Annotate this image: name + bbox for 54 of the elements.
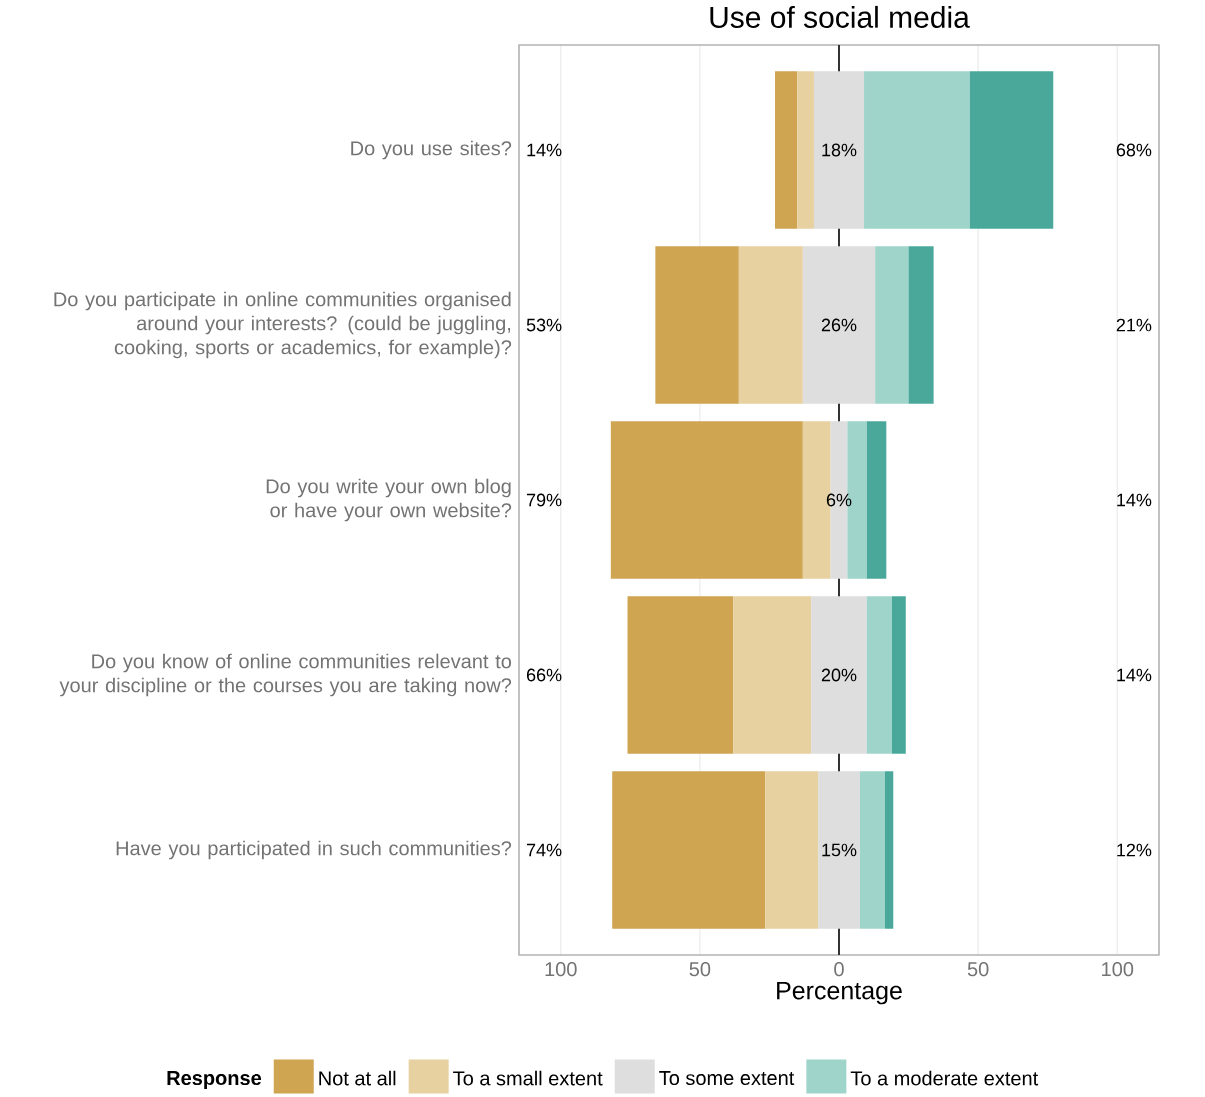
chart-title: Use of social media bbox=[710, 5, 970, 28]
legend-label: To some extent bbox=[659, 1071, 795, 1086]
bar bbox=[884, 771, 894, 929]
annotation: 12% bbox=[1117, 843, 1152, 857]
bar bbox=[875, 246, 909, 404]
annotation: 21% bbox=[1116, 318, 1152, 332]
bar bbox=[813, 71, 865, 229]
bar bbox=[908, 246, 934, 404]
x-tick-label: 100 bbox=[545, 962, 577, 977]
annotation: 14% bbox=[1117, 668, 1152, 682]
x-tick-label: 50 bbox=[689, 962, 711, 977]
y-tick-label: Do you use sites? bbox=[351, 140, 512, 160]
bar bbox=[775, 71, 798, 229]
bar bbox=[733, 596, 812, 754]
annotation: 74% bbox=[526, 843, 562, 857]
bar bbox=[866, 596, 892, 754]
bar bbox=[802, 246, 876, 404]
bar bbox=[864, 71, 970, 229]
bar bbox=[859, 771, 885, 929]
annotation: 66% bbox=[526, 668, 562, 682]
y-tick-label: Do you participate in online communities organised around your interests? (could be juggling, cooking, sports or academics, for example)? bbox=[54, 291, 512, 359]
x-axis-title: Percentage bbox=[777, 981, 902, 1005]
x-tick-label: 50 bbox=[967, 962, 989, 977]
bar bbox=[797, 71, 814, 229]
data-label: 26% bbox=[821, 318, 857, 332]
legend-label: To a small extent bbox=[453, 1070, 603, 1086]
legend-title: Response bbox=[167, 1071, 262, 1090]
bar bbox=[866, 421, 887, 579]
y-tick-label: Do you write your own blog or have your own website? bbox=[266, 478, 512, 522]
legend-label: Not at all bbox=[319, 1070, 396, 1086]
bar bbox=[891, 596, 906, 754]
bar bbox=[738, 246, 803, 404]
x-tick-label: 0 bbox=[834, 962, 844, 977]
x-tick-label: 100 bbox=[1102, 962, 1134, 977]
bar bbox=[627, 596, 734, 754]
y-tick-label: Do you know of online communities relevant to your discipline or the courses you are taking now? bbox=[59, 653, 512, 697]
bar bbox=[655, 246, 739, 404]
bar bbox=[811, 596, 867, 754]
annotation: 14% bbox=[527, 143, 562, 157]
legend-label: To a moderate extent bbox=[850, 1070, 1039, 1086]
annotation: 53% bbox=[526, 318, 562, 332]
annotation: 68% bbox=[1116, 143, 1152, 157]
bar bbox=[818, 771, 860, 929]
bar bbox=[765, 771, 819, 929]
y-tick-label: Have you participated in such communities? bbox=[116, 840, 512, 860]
data-label: 15% bbox=[822, 843, 857, 857]
bar bbox=[969, 71, 1054, 229]
annotation: 79% bbox=[526, 493, 562, 507]
data-label: 20% bbox=[821, 668, 857, 682]
bar bbox=[610, 421, 803, 579]
annotation: 14% bbox=[1117, 493, 1152, 507]
bar bbox=[612, 771, 766, 929]
data-label: 18% bbox=[822, 143, 857, 157]
data-label: 6% bbox=[826, 493, 852, 507]
